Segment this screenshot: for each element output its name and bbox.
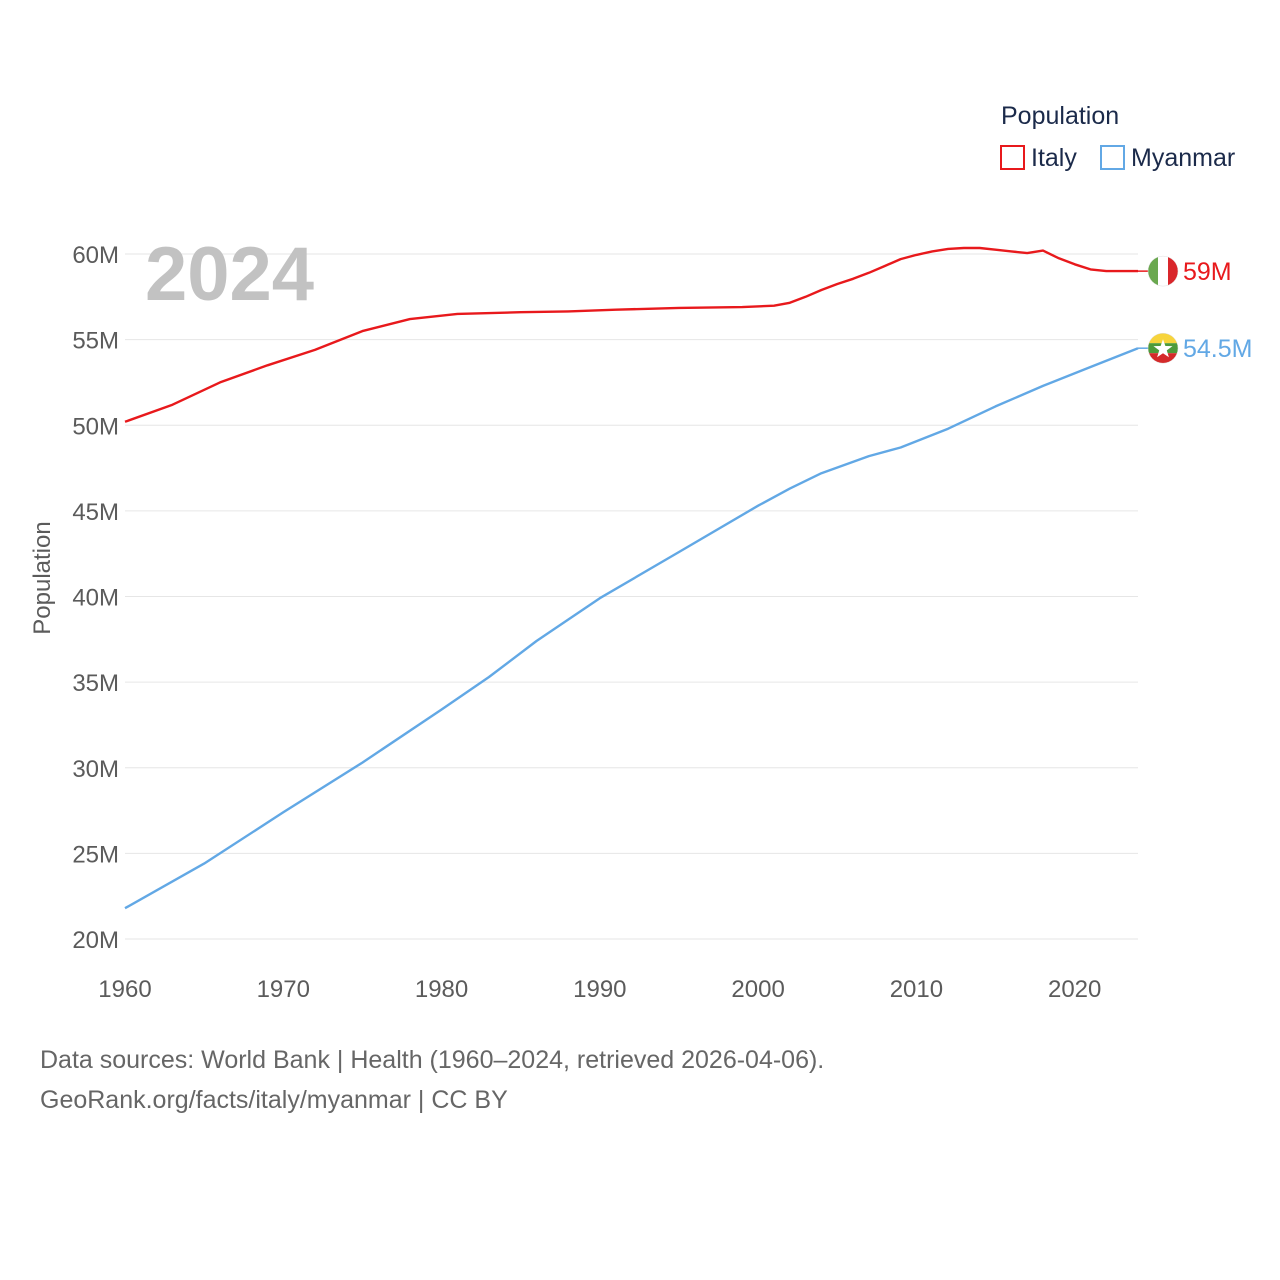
x-axis-ticks: 1960 1970 1980 1990 2000 2010 2020 bbox=[98, 976, 1101, 1003]
end-value-label-italy: 59M bbox=[1183, 258, 1232, 286]
legend-label-myanmar[interactable]: Myanmar bbox=[1131, 144, 1235, 172]
y-axis-ticks: 20M 25M 30M 35M 40M 45M 50M 55M 60M bbox=[72, 242, 119, 954]
x-tick-1990: 1990 bbox=[573, 976, 626, 1003]
y-tick-50M: 50M bbox=[72, 413, 119, 440]
x-tick-1970: 1970 bbox=[257, 976, 310, 1003]
y-tick-45M: 45M bbox=[72, 499, 119, 526]
population-chart: 20M 25M 30M 35M 40M 45M 50M 55M 60M 1960 1970 1980… bbox=[29, 102, 1252, 1003]
x-tick-2020: 2020 bbox=[1048, 976, 1101, 1003]
footer: Data sources: World Bank | Health (1960–… bbox=[40, 1040, 824, 1120]
x-tick-1980: 1980 bbox=[415, 976, 468, 1003]
x-tick-1960: 1960 bbox=[98, 976, 151, 1003]
legend-label-italy[interactable]: Italy bbox=[1031, 144, 1077, 172]
current-year-label: 2024 bbox=[145, 232, 314, 317]
end-value-label-myanmar: 54.5M bbox=[1183, 335, 1252, 363]
legend: Population Italy Myanmar bbox=[1000, 102, 1235, 172]
series-lines bbox=[124, 246, 1139, 910]
legend-title: Population bbox=[1001, 102, 1119, 130]
x-tick-2000: 2000 bbox=[731, 976, 784, 1003]
data-sources-text: Data sources: World Bank | Health (1960–… bbox=[40, 1046, 825, 1074]
y-tick-60M: 60M bbox=[72, 242, 119, 269]
y-tick-55M: 55M bbox=[72, 328, 119, 355]
legend-swatch-myanmar[interactable] bbox=[1100, 145, 1125, 170]
myanmar-flag-icon bbox=[1147, 332, 1179, 364]
y-axis-title: Population bbox=[29, 521, 56, 634]
attribution-link[interactable]: GeoRank.org/facts/italy/myanmar | CC BY bbox=[40, 1086, 508, 1114]
y-tick-30M: 30M bbox=[72, 756, 119, 783]
series-line-myanmar[interactable] bbox=[124, 347, 1139, 910]
gridlines bbox=[125, 253, 1138, 940]
series-line-italy[interactable] bbox=[124, 246, 1138, 423]
italy-flag-icon bbox=[1147, 255, 1179, 287]
y-tick-20M: 20M bbox=[72, 927, 119, 954]
y-tick-25M: 25M bbox=[72, 841, 119, 868]
legend-swatch-italy[interactable] bbox=[1000, 145, 1025, 170]
y-tick-40M: 40M bbox=[72, 585, 119, 612]
series-end-markers: 59M 54.5M bbox=[1138, 255, 1252, 364]
x-tick-2010: 2010 bbox=[890, 976, 943, 1003]
y-tick-35M: 35M bbox=[72, 670, 119, 697]
